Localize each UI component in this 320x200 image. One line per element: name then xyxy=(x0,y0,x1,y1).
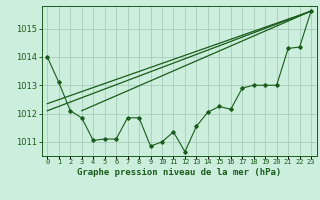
X-axis label: Graphe pression niveau de la mer (hPa): Graphe pression niveau de la mer (hPa) xyxy=(77,168,281,177)
